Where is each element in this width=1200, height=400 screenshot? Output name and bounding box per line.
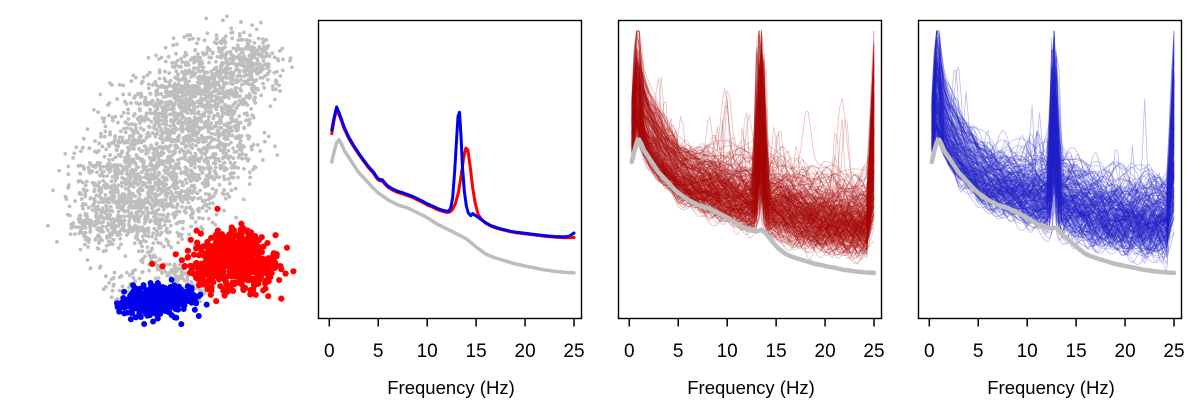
red-xtick-20: 20 [814,341,836,362]
red-traces-canvas [600,0,900,400]
blue-xtick-20: 20 [1114,341,1136,362]
red-xtick-0: 0 [624,341,635,362]
mean-xtick-5: 5 [372,341,384,362]
mean-xtick-10: 10 [416,341,438,362]
blue-xtick-10: 10 [1016,341,1038,362]
blue-xtick-15: 15 [1065,341,1087,362]
red-traces-panel: 0 5 10 15 20 25 Frequency (Hz) [600,0,900,400]
mean-x-axis-title: Frequency (Hz) [387,377,515,398]
red-xtick-25: 25 [863,341,885,362]
embedding-scatter-panel [0,0,300,400]
blue-xtick-25: 25 [1163,341,1185,362]
embedding-scatter-canvas [0,0,300,400]
mean-xtick-20: 20 [514,341,536,362]
red-xtick-5: 5 [672,341,684,362]
red-x-axis-title: Frequency (Hz) [687,377,815,398]
mean-xtick-15: 15 [465,341,487,362]
red-xtick-10: 10 [716,341,738,362]
blue-traces-panel: 0 5 10 15 20 25 Frequency (Hz) [900,0,1200,400]
mean-xtick-0: 0 [324,341,335,362]
mean-xtick-25: 25 [563,341,585,362]
blue-traces-canvas [900,0,1200,400]
mean-spectra-canvas [300,0,600,400]
blue-xtick-0: 0 [924,341,935,362]
blue-x-axis-title: Frequency (Hz) [987,377,1115,398]
blue-xtick-5: 5 [972,341,984,362]
red-xtick-15: 15 [765,341,787,362]
mean-spectra-panel: 0 5 10 15 20 25 Frequency (Hz) [300,0,600,400]
